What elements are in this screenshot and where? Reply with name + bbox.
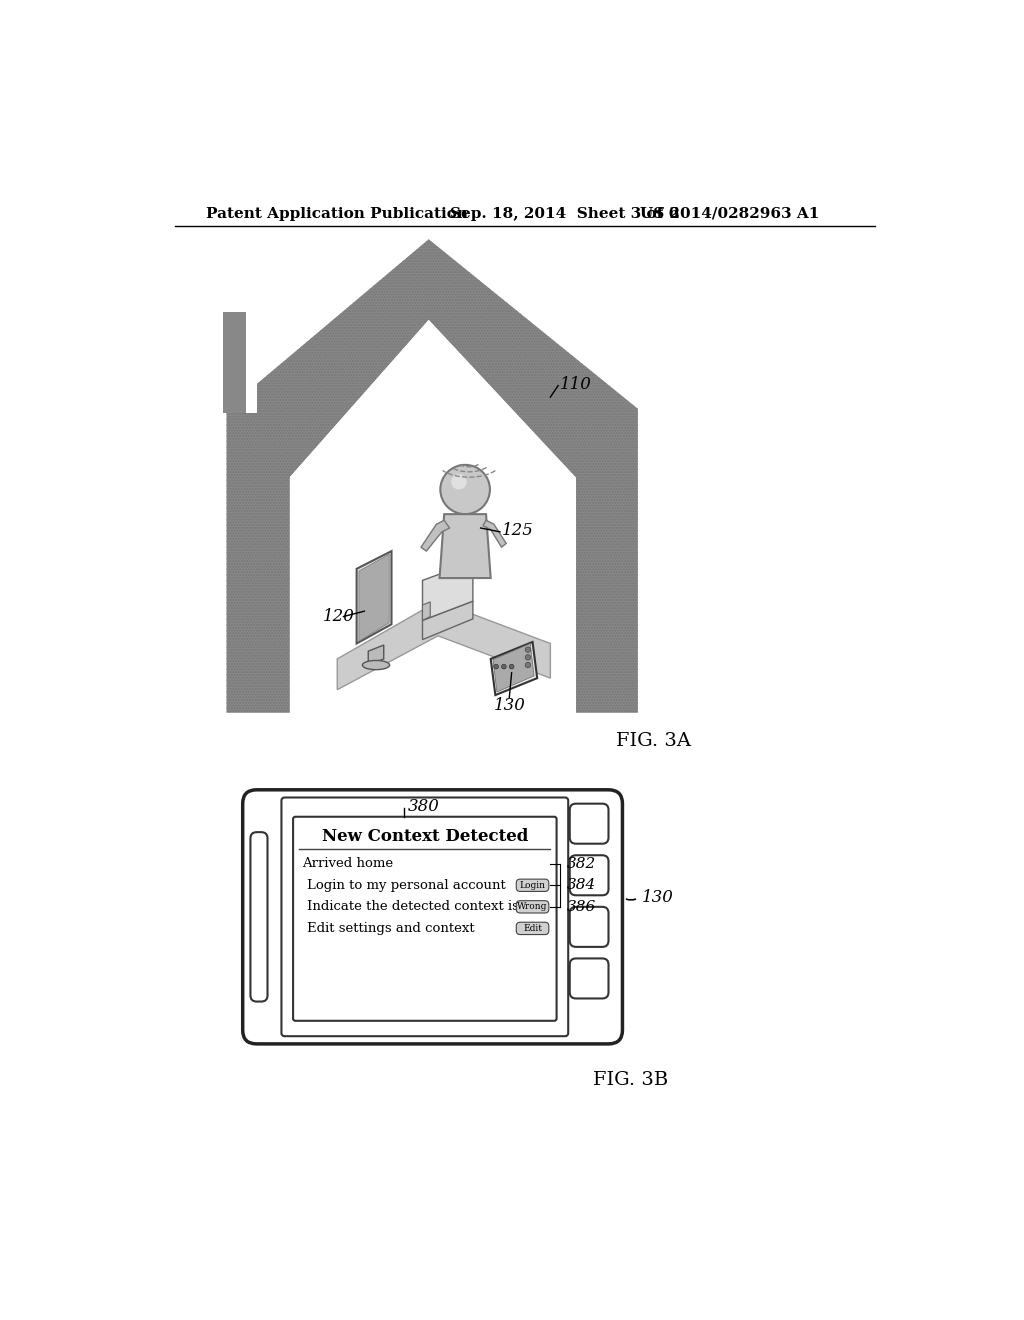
Text: Arrived home: Arrived home xyxy=(302,857,393,870)
Text: 130: 130 xyxy=(494,697,525,714)
FancyBboxPatch shape xyxy=(569,958,608,998)
FancyBboxPatch shape xyxy=(569,907,608,946)
FancyBboxPatch shape xyxy=(569,804,608,843)
Circle shape xyxy=(525,655,530,660)
Circle shape xyxy=(525,663,530,668)
FancyBboxPatch shape xyxy=(569,855,608,895)
FancyBboxPatch shape xyxy=(516,900,549,913)
FancyBboxPatch shape xyxy=(516,879,549,891)
Text: 125: 125 xyxy=(503,521,535,539)
Polygon shape xyxy=(490,642,538,696)
Text: Wrong: Wrong xyxy=(517,903,548,911)
Text: Edit settings and context: Edit settings and context xyxy=(307,921,475,935)
Text: 382: 382 xyxy=(566,857,596,871)
Ellipse shape xyxy=(362,660,389,669)
Polygon shape xyxy=(290,319,577,717)
Polygon shape xyxy=(226,239,638,713)
Polygon shape xyxy=(483,520,506,548)
Text: Edit: Edit xyxy=(523,924,542,933)
Text: New Context Detected: New Context Detected xyxy=(322,828,528,845)
Circle shape xyxy=(525,647,530,652)
FancyBboxPatch shape xyxy=(282,797,568,1036)
Text: FIG. 3B: FIG. 3B xyxy=(593,1071,669,1089)
Polygon shape xyxy=(421,520,450,552)
Text: Indicate the detected context is: Indicate the detected context is xyxy=(307,900,519,913)
Polygon shape xyxy=(337,601,550,689)
Text: 384: 384 xyxy=(566,878,596,892)
Text: Login to my personal account: Login to my personal account xyxy=(307,879,506,892)
Polygon shape xyxy=(423,562,473,620)
Polygon shape xyxy=(356,552,391,644)
Circle shape xyxy=(494,664,499,669)
FancyBboxPatch shape xyxy=(243,789,623,1044)
Polygon shape xyxy=(439,515,490,578)
Circle shape xyxy=(452,474,467,490)
Bar xyxy=(222,313,257,413)
FancyBboxPatch shape xyxy=(516,923,549,935)
Bar xyxy=(246,313,257,413)
Text: 120: 120 xyxy=(324,609,355,626)
FancyBboxPatch shape xyxy=(293,817,557,1020)
Circle shape xyxy=(502,664,506,669)
Text: 110: 110 xyxy=(560,375,592,392)
Text: 130: 130 xyxy=(642,890,674,907)
Text: Login: Login xyxy=(519,880,546,890)
Polygon shape xyxy=(423,601,473,640)
Text: FIG. 3A: FIG. 3A xyxy=(616,733,691,750)
Text: Sep. 18, 2014  Sheet 3 of 6: Sep. 18, 2014 Sheet 3 of 6 xyxy=(450,207,679,220)
Polygon shape xyxy=(423,602,430,620)
Polygon shape xyxy=(290,319,577,717)
Circle shape xyxy=(440,465,489,513)
FancyBboxPatch shape xyxy=(251,832,267,1002)
Polygon shape xyxy=(359,554,389,642)
Text: Patent Application Publication: Patent Application Publication xyxy=(206,207,468,220)
Text: 386: 386 xyxy=(566,900,596,913)
Polygon shape xyxy=(369,645,384,665)
Polygon shape xyxy=(493,644,535,692)
Text: US 2014/0282963 A1: US 2014/0282963 A1 xyxy=(640,207,819,220)
Text: 380: 380 xyxy=(408,799,439,816)
Circle shape xyxy=(509,664,514,669)
